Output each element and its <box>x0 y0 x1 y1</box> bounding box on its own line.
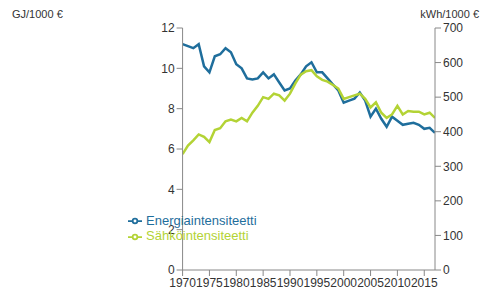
svg-text:0: 0 <box>168 263 175 277</box>
svg-text:10: 10 <box>161 62 175 76</box>
svg-text:2010: 2010 <box>384 276 411 290</box>
svg-text:2015: 2015 <box>411 276 438 290</box>
svg-text:200: 200 <box>443 194 463 208</box>
svg-text:8: 8 <box>168 102 175 116</box>
svg-text:2: 2 <box>168 223 175 237</box>
svg-text:2005: 2005 <box>357 276 384 290</box>
svg-text:400: 400 <box>443 125 463 139</box>
svg-text:1980: 1980 <box>223 276 250 290</box>
svg-text:300: 300 <box>443 160 463 174</box>
svg-text:1970: 1970 <box>169 276 196 290</box>
svg-text:6: 6 <box>168 142 175 156</box>
svg-text:700: 700 <box>443 21 463 35</box>
svg-text:600: 600 <box>443 56 463 70</box>
svg-text:1990: 1990 <box>277 276 304 290</box>
svg-text:4: 4 <box>168 183 175 197</box>
svg-text:1995: 1995 <box>303 276 330 290</box>
svg-text:1985: 1985 <box>250 276 277 290</box>
svg-text:100: 100 <box>443 229 463 243</box>
svg-text:2000: 2000 <box>330 276 357 290</box>
svg-text:0: 0 <box>443 263 450 277</box>
svg-text:1975: 1975 <box>196 276 223 290</box>
svg-text:500: 500 <box>443 90 463 104</box>
svg-text:12: 12 <box>161 21 175 35</box>
